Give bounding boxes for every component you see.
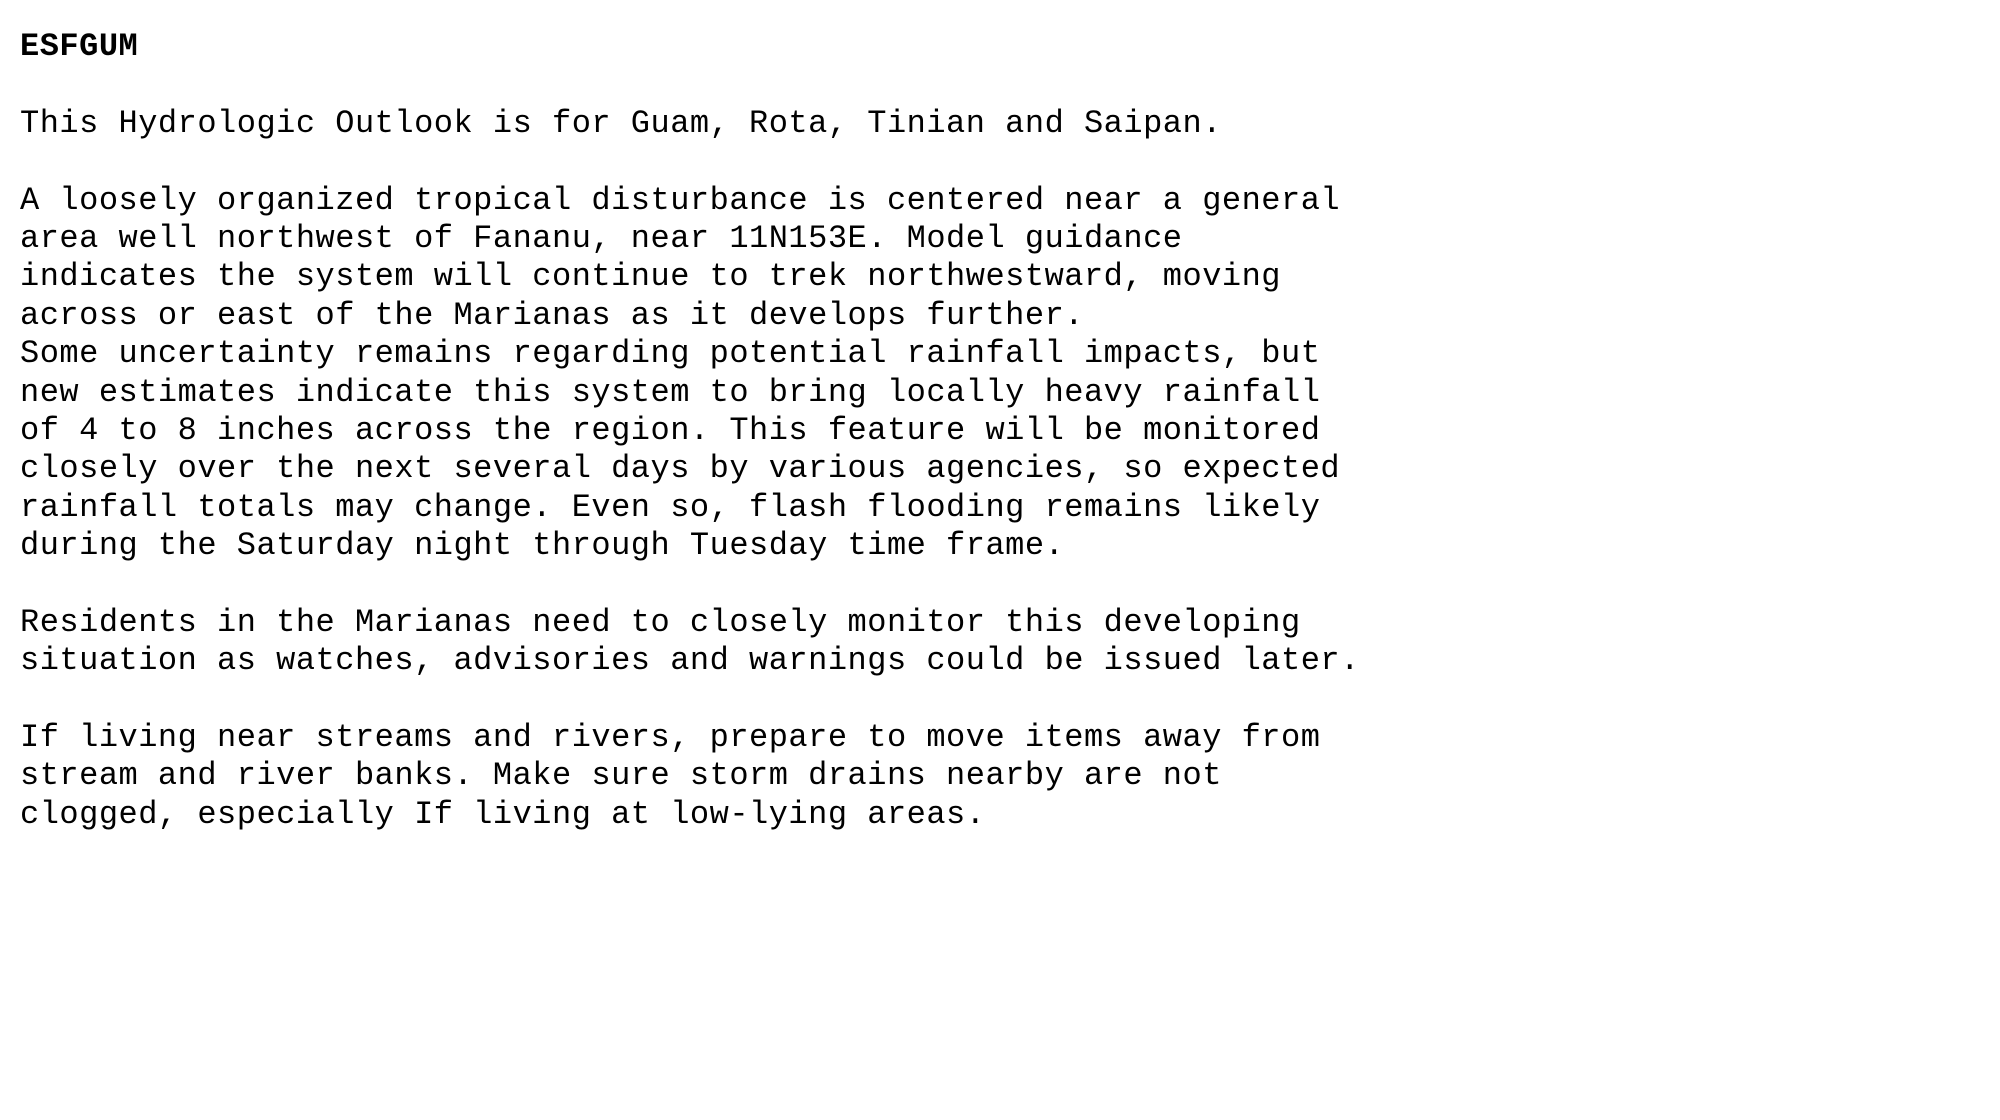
document-page: ESFGUM This Hydrologic Outlook is for Gu… [0, 0, 2000, 1120]
paragraph-4: If living near streams and rivers, prepa… [20, 719, 1320, 833]
document-header: ESFGUM [20, 28, 138, 65]
paragraph-1: This Hydrologic Outlook is for Guam, Rot… [20, 105, 1222, 142]
paragraph-2: A loosely organized tropical disturbance… [20, 182, 1340, 565]
paragraph-3: Residents in the Marianas need to closel… [20, 604, 1360, 679]
